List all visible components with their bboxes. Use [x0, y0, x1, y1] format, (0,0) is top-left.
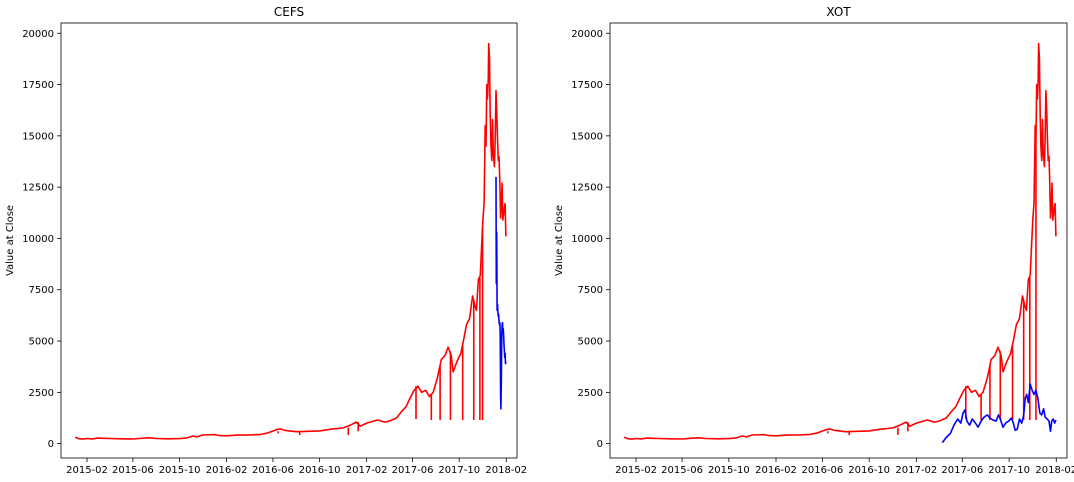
y-tick-label: 5000: [578, 337, 603, 348]
x-tick-label: 2017-02: [895, 465, 937, 476]
y-tick-label: 12500: [571, 183, 603, 194]
x-tick-label: 2017-10: [438, 465, 480, 476]
y-tick-label: 0: [48, 439, 54, 450]
x-tick-label: 2015-06: [661, 465, 703, 476]
y-tick-label: 17500: [571, 80, 603, 91]
x-tick-label: 2015-06: [112, 465, 154, 476]
y-axis-label: Value at Close: [5, 205, 16, 276]
y-tick-label: 7500: [29, 285, 54, 296]
x-tick-label: 2015-02: [66, 465, 108, 476]
y-tick-label: 17500: [22, 80, 54, 91]
x-tick-label: 2018-02: [485, 465, 527, 476]
y-tick-label: 15000: [22, 131, 54, 142]
series-line-1: [74, 42, 507, 440]
y-tick-label: 5000: [29, 337, 54, 348]
x-tick-label: 2015-02: [615, 465, 657, 476]
series-line-2: [495, 176, 507, 410]
chart-title: XOT: [826, 5, 851, 19]
x-tick-label: 2016-06: [801, 465, 843, 476]
x-tick-label: 2016-02: [755, 465, 797, 476]
x-tick-label: 2017-10: [988, 465, 1030, 476]
y-tick-label: 10000: [22, 234, 54, 245]
y-tick-label: 2500: [29, 388, 54, 399]
y-tick-label: 20000: [571, 29, 603, 40]
y-tick-label: 20000: [22, 29, 54, 40]
x-tick-label: 2017-06: [392, 465, 434, 476]
y-tick-label: 10000: [571, 234, 603, 245]
x-tick-label: 2018-02: [1035, 465, 1074, 476]
series-line-1: [623, 42, 1057, 440]
x-tick-label: 2015-10: [159, 465, 201, 476]
series-line-2: [941, 383, 1057, 444]
x-tick-label: 2017-02: [346, 465, 388, 476]
chart-panel-xot: 0 2500 5000 7500 10000 12500 15000 17500 20000 20…: [554, 5, 1074, 476]
x-tick-label: 2016-10: [848, 465, 890, 476]
chart-panel-cefs: 0 2500 5000 7500 10000 12500 15000 17500 20000 20…: [5, 5, 527, 476]
x-tick-label: 2016-02: [206, 465, 248, 476]
y-tick-label: 15000: [571, 131, 603, 142]
y-tick-label: 12500: [22, 183, 54, 194]
x-tick-label: 2017-06: [941, 465, 983, 476]
y-tick-label: 7500: [578, 285, 603, 296]
y-tick-label: 2500: [578, 388, 603, 399]
x-tick-label: 2016-10: [299, 465, 341, 476]
chart-title: CEFS: [274, 5, 304, 19]
x-tick-label: 2015-10: [708, 465, 750, 476]
axes-frame: [60, 22, 518, 459]
axes-frame: [609, 22, 1068, 459]
x-tick-label: 2016-06: [252, 465, 294, 476]
y-tick-label: 0: [597, 439, 603, 450]
y-axis-label: Value at Close: [554, 205, 565, 276]
